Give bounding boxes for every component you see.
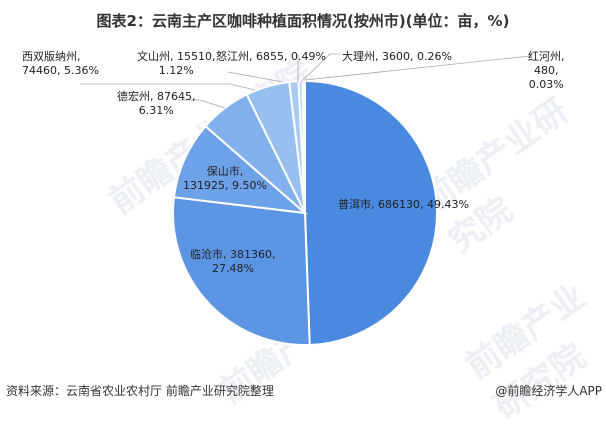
label-honghe: 红河州, 480, 0.03% — [528, 50, 565, 92]
label-puer: 普洱市, 686130, 49.43% — [338, 198, 469, 212]
label-baoshan: 保山市, 131925, 9.50% — [183, 165, 267, 193]
label-lincang: 临沧市, 381360, 27.48% — [190, 248, 275, 276]
label-wenshan-line1: 文山州, 15510, — [137, 50, 215, 64]
label-xishuang-line1: 西双版纳州, — [22, 50, 99, 64]
credit: @前瞻经济学人APP — [495, 382, 602, 399]
source-note: 资料来源：云南省农业农村厅 前瞻产业研究院整理 — [6, 382, 274, 399]
label-dehong: 德宏州, 87645, 6.31% — [117, 90, 195, 118]
label-lincang-line2: 27.48% — [190, 262, 275, 276]
pie-slice-普洱市 — [305, 81, 437, 345]
label-baoshan-line1: 保山市, — [183, 165, 267, 179]
label-wenshan-line2: 1.12% — [137, 64, 215, 78]
label-dali: 大理州, 3600, 0.26% — [342, 50, 452, 64]
pie-slices — [173, 81, 437, 345]
label-honghe-line2: 480, — [528, 64, 565, 78]
label-nujiang: 怒江州, 6855, 0.49% — [216, 50, 326, 64]
label-xishuang-line2: 74460, 5.36% — [22, 64, 99, 78]
label-xishuangbanna: 西双版纳州, 74460, 5.36% — [22, 50, 99, 78]
label-baoshan-line2: 131925, 9.50% — [183, 179, 267, 193]
label-honghe-line3: 0.03% — [528, 78, 565, 92]
label-dehong-line1: 德宏州, 87645, — [117, 90, 195, 104]
label-dehong-line2: 6.31% — [117, 104, 195, 118]
label-wenshan: 文山州, 15510, 1.12% — [137, 50, 215, 78]
label-lincang-line1: 临沧市, 381360, — [190, 248, 275, 262]
label-honghe-line1: 红河州, — [528, 50, 565, 64]
